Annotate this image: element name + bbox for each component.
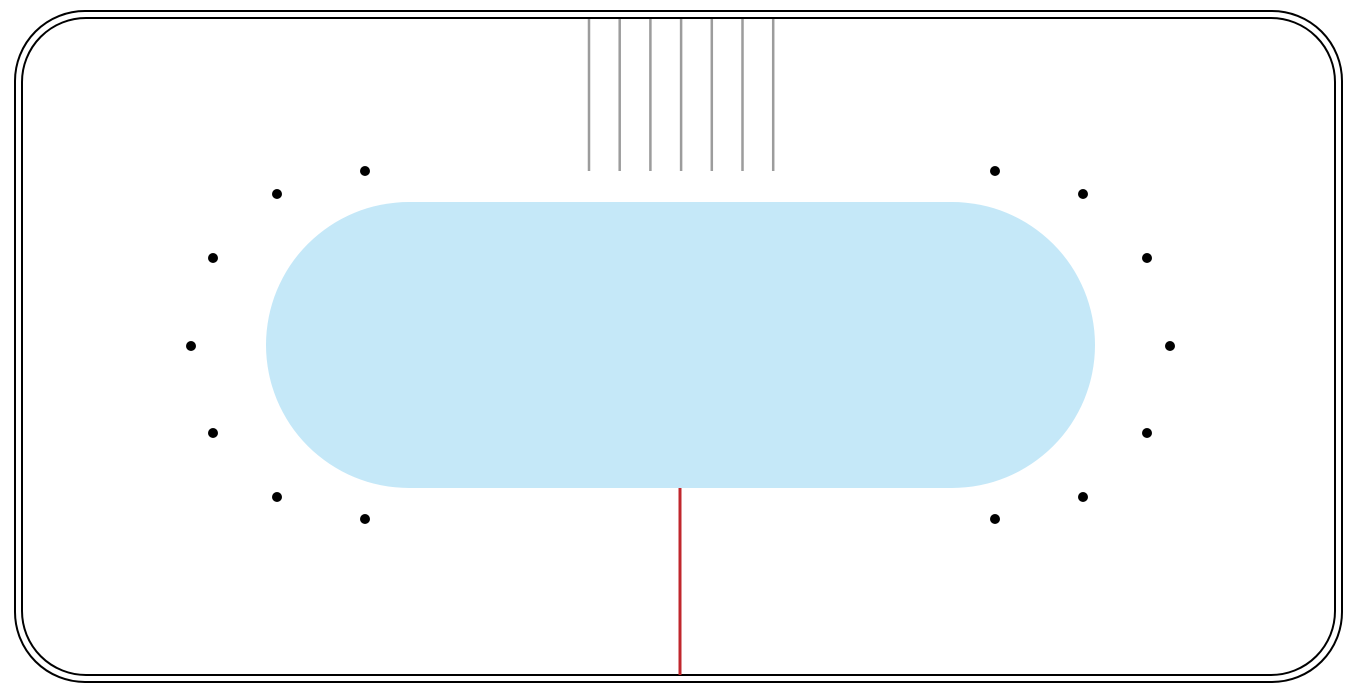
left-dot-4 [186, 341, 196, 351]
right-dot-arc [990, 166, 1175, 524]
right-dot-6 [1078, 492, 1088, 502]
right-dot-2 [1078, 189, 1088, 199]
right-dot-5 [1142, 428, 1152, 438]
right-dot-7 [990, 514, 1000, 524]
right-dot-1 [990, 166, 1000, 176]
top-line-group [587, 19, 775, 171]
center-stadium-shape [266, 202, 1095, 488]
right-dot-3 [1142, 253, 1152, 263]
left-dot-6 [272, 492, 282, 502]
left-dot-3 [208, 253, 218, 263]
left-dot-1 [360, 166, 370, 176]
left-dot-2 [272, 189, 282, 199]
left-dot-7 [360, 514, 370, 524]
outer-frame-border-outer [14, 10, 1343, 683]
left-dot-arc [186, 166, 370, 524]
left-dot-5 [208, 428, 218, 438]
right-dot-4 [1165, 341, 1175, 351]
